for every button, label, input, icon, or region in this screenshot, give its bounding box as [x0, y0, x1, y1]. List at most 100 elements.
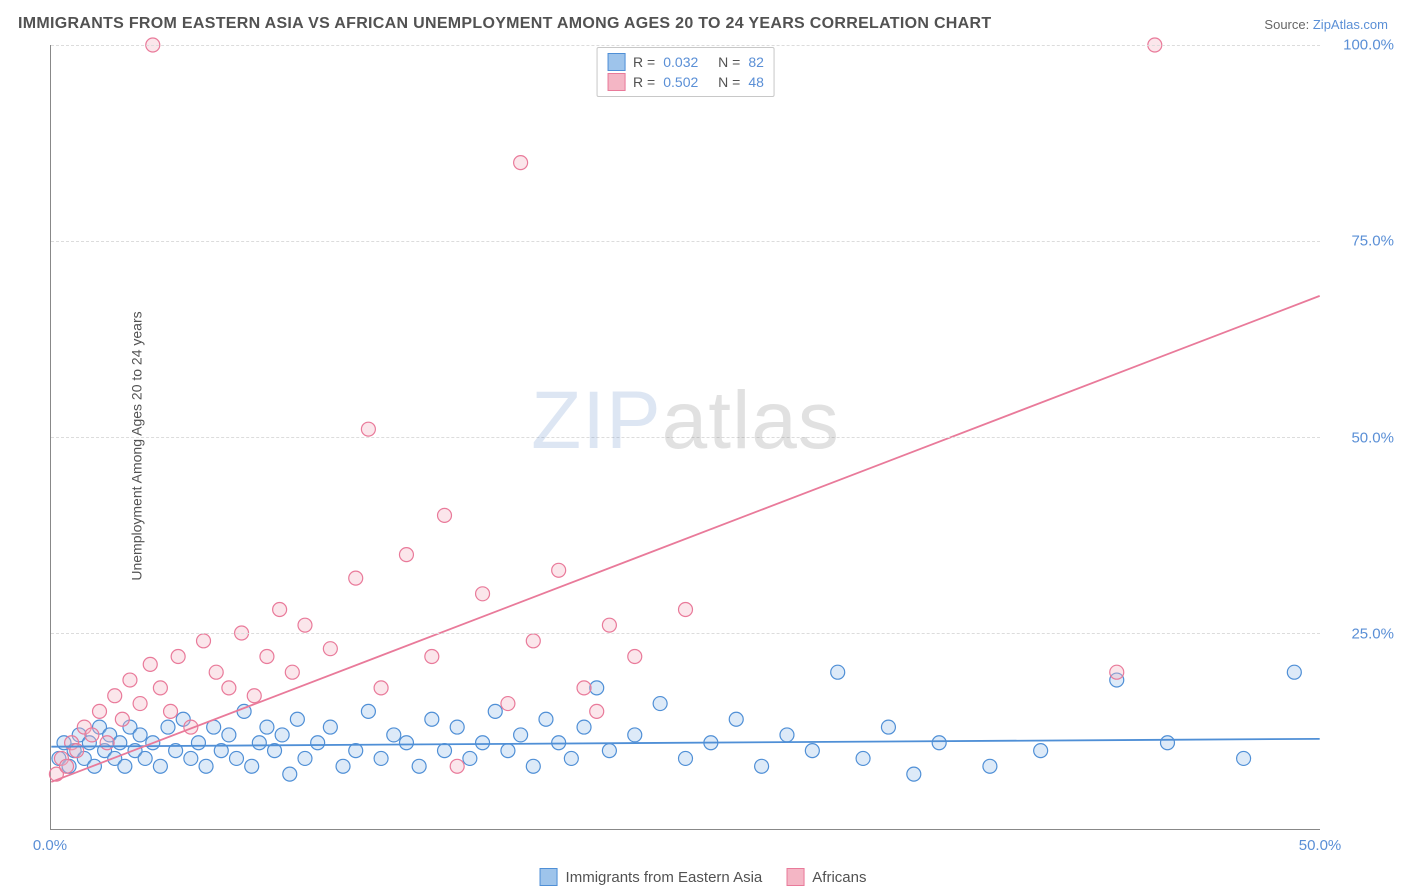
data-point	[552, 563, 566, 577]
data-point	[526, 759, 540, 773]
n-value-blue: 82	[748, 54, 764, 70]
legend-label-pink: Africans	[812, 869, 866, 886]
data-point	[1160, 736, 1174, 750]
data-point	[425, 712, 439, 726]
header: IMMIGRANTS FROM EASTERN ASIA VS AFRICAN …	[0, 0, 1406, 40]
data-point	[108, 689, 122, 703]
data-point	[1237, 751, 1251, 765]
data-point	[285, 665, 299, 679]
data-point	[539, 712, 553, 726]
data-point	[438, 744, 452, 758]
data-point	[602, 618, 616, 632]
data-point	[628, 650, 642, 664]
data-point	[100, 736, 114, 750]
data-point	[222, 728, 236, 742]
data-point	[323, 720, 337, 734]
data-point	[514, 156, 528, 170]
trend-line	[51, 296, 1319, 782]
data-point	[577, 720, 591, 734]
data-point	[361, 704, 375, 718]
data-point	[729, 712, 743, 726]
series-legend: Immigrants from Eastern Asia Africans	[540, 868, 867, 886]
data-point	[501, 744, 515, 758]
data-point	[564, 751, 578, 765]
data-point	[755, 759, 769, 773]
data-point	[438, 508, 452, 522]
data-point	[336, 759, 350, 773]
data-point	[590, 681, 604, 695]
data-point	[247, 689, 261, 703]
legend-item-blue: Immigrants from Eastern Asia	[540, 868, 763, 886]
data-point	[275, 728, 289, 742]
data-point	[133, 697, 147, 711]
data-point	[143, 657, 157, 671]
data-point	[1110, 665, 1124, 679]
data-point	[590, 704, 604, 718]
data-point	[653, 697, 667, 711]
swatch-pink	[607, 73, 625, 91]
r-value-blue: 0.032	[663, 54, 698, 70]
data-point	[399, 548, 413, 562]
legend-label-blue: Immigrants from Eastern Asia	[566, 869, 763, 886]
data-point	[133, 728, 147, 742]
data-point	[118, 759, 132, 773]
n-label: N =	[718, 54, 740, 70]
data-point	[283, 767, 297, 781]
data-point	[412, 759, 426, 773]
legend-item-pink: Africans	[786, 868, 866, 886]
source-attribution: Source: ZipAtlas.com	[1264, 17, 1388, 32]
data-point	[907, 767, 921, 781]
data-point	[450, 759, 464, 773]
data-point	[199, 759, 213, 773]
data-point	[387, 728, 401, 742]
data-point	[374, 681, 388, 695]
data-point	[463, 751, 477, 765]
data-point	[881, 720, 895, 734]
data-point	[856, 751, 870, 765]
data-point	[602, 744, 616, 758]
data-point	[476, 736, 490, 750]
plot-area: R = 0.032 N = 82 R = 0.502 N = 48 ZIPatl…	[50, 45, 1320, 830]
data-point	[374, 751, 388, 765]
data-point	[780, 728, 794, 742]
data-point	[311, 736, 325, 750]
data-point	[526, 634, 540, 648]
n-label: N =	[718, 74, 740, 90]
data-point	[298, 751, 312, 765]
data-point	[93, 704, 107, 718]
swatch-blue-bottom	[540, 868, 558, 886]
data-point	[123, 673, 137, 687]
data-point	[577, 681, 591, 695]
data-point	[184, 751, 198, 765]
data-point	[298, 618, 312, 632]
x-tick-label: 50.0%	[1299, 837, 1342, 854]
data-point	[514, 728, 528, 742]
y-tick-label: 50.0%	[1351, 429, 1394, 446]
data-point	[831, 665, 845, 679]
data-point	[209, 665, 223, 679]
data-point	[501, 697, 515, 711]
data-point	[230, 751, 244, 765]
source-label: Source:	[1264, 17, 1309, 32]
data-point	[191, 736, 205, 750]
r-label: R =	[633, 54, 655, 70]
r-value-pink: 0.502	[663, 74, 698, 90]
data-point	[1034, 744, 1048, 758]
data-point	[476, 587, 490, 601]
data-point	[164, 704, 178, 718]
y-tick-label: 25.0%	[1351, 625, 1394, 642]
data-point	[171, 650, 185, 664]
r-label: R =	[633, 74, 655, 90]
source-link[interactable]: ZipAtlas.com	[1313, 17, 1388, 32]
x-tick-label: 0.0%	[33, 837, 67, 854]
data-point	[805, 744, 819, 758]
data-point	[138, 751, 152, 765]
data-point	[153, 759, 167, 773]
data-point	[115, 712, 129, 726]
data-point	[450, 720, 464, 734]
data-point	[983, 759, 997, 773]
data-point	[349, 571, 363, 585]
data-point	[1287, 665, 1301, 679]
swatch-pink-bottom	[786, 868, 804, 886]
legend-row-blue: R = 0.032 N = 82	[607, 52, 764, 72]
